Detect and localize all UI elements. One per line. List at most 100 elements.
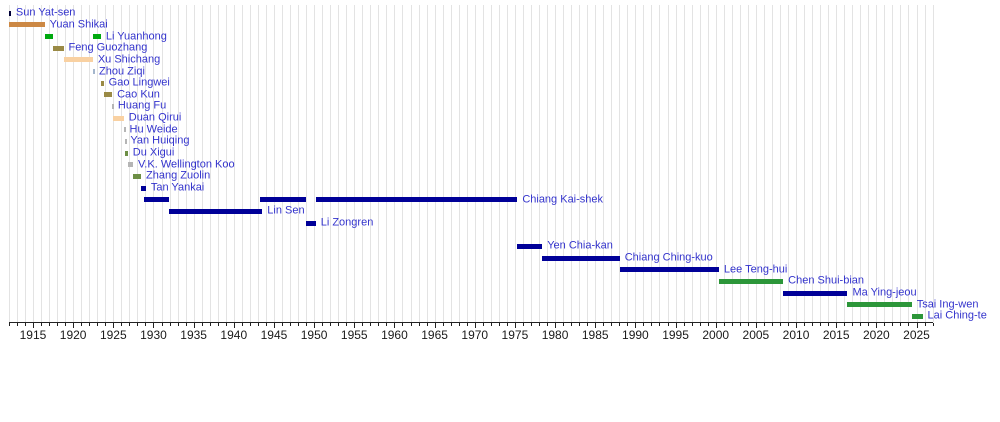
year-gridline xyxy=(852,5,854,322)
minor-tick xyxy=(225,323,227,326)
minor-tick xyxy=(804,323,806,326)
minor-tick xyxy=(402,323,404,326)
minor-tick xyxy=(24,323,26,326)
major-tick xyxy=(675,323,677,328)
minor-tick xyxy=(884,323,886,326)
president-name-label[interactable]: Li Yuanhong xyxy=(105,30,167,43)
major-tick xyxy=(113,323,115,328)
president-name-label[interactable]: Zhou Ziqi xyxy=(99,65,145,77)
president-name-label[interactable]: Lin Sen xyxy=(267,204,305,217)
president-name-label[interactable]: Feng Guozhang xyxy=(68,41,148,54)
year-gridline xyxy=(498,5,500,322)
minor-tick xyxy=(506,323,508,326)
minor-tick xyxy=(547,323,549,326)
year-gridline xyxy=(322,5,324,322)
year-gridline xyxy=(402,5,404,322)
minor-tick xyxy=(209,323,211,326)
president-name-label[interactable]: Du Xigui xyxy=(132,146,175,159)
president-name-label[interactable]: Li Zongren xyxy=(320,216,374,229)
president-name-label[interactable]: Lee Teng-hui xyxy=(723,263,788,276)
year-gridline xyxy=(426,5,428,322)
president-name-label[interactable]: Gao Lingwei xyxy=(108,76,170,89)
minor-tick xyxy=(868,323,870,326)
major-tick xyxy=(314,323,316,328)
president-name-label[interactable]: Chen Shui-bian xyxy=(788,274,865,287)
axis-tick-label: 1930 xyxy=(140,328,167,342)
president-name-label[interactable]: Chiang Kai-shek xyxy=(522,193,604,206)
president-name-label[interactable]: Yuan Shikai xyxy=(49,18,108,31)
minor-tick xyxy=(442,323,444,326)
president-name-label[interactable]: Yan Huiqing xyxy=(130,134,190,147)
year-gridline xyxy=(161,5,163,322)
year-gridline xyxy=(579,5,581,322)
president-name-label[interactable]: Lai Ching-te xyxy=(927,309,987,322)
president-name-label[interactable]: Ma Ying-jeou xyxy=(852,286,917,299)
minor-tick xyxy=(571,323,573,326)
minor-tick xyxy=(41,323,43,326)
minor-tick xyxy=(892,323,894,326)
year-gridline xyxy=(699,5,701,322)
year-gridline xyxy=(667,5,669,322)
year-gridline xyxy=(57,5,59,322)
president-name-label[interactable]: Tsai Ing-wen xyxy=(916,298,979,311)
year-gridline xyxy=(386,5,388,322)
minor-tick xyxy=(611,323,613,326)
year-gridline xyxy=(105,5,107,322)
president-name-label[interactable]: Yen Chia-kan xyxy=(547,239,613,252)
minor-tick xyxy=(89,323,91,326)
year-gridline xyxy=(290,5,292,322)
president-name-label[interactable]: Xu Shichang xyxy=(97,53,161,66)
president-name-label[interactable]: Tan Yankai xyxy=(150,181,205,194)
president-name-label[interactable]: Cao Kun xyxy=(117,88,160,101)
minor-tick xyxy=(619,323,621,326)
axis-tick-label: 1920 xyxy=(59,328,87,342)
year-gridline xyxy=(739,5,741,322)
axis-tick-label: 1970 xyxy=(461,328,489,342)
year-gridline xyxy=(659,5,661,322)
year-gridline xyxy=(137,5,139,322)
minor-tick xyxy=(900,323,902,326)
year-gridline xyxy=(836,5,838,322)
president-name-label[interactable]: Zhang Zuolin xyxy=(146,169,211,182)
year-gridline xyxy=(281,5,283,322)
minor-tick xyxy=(97,323,99,326)
year-gridline xyxy=(113,5,115,322)
year-gridline xyxy=(241,5,243,322)
major-tick xyxy=(434,323,436,328)
year-gridline xyxy=(595,5,597,322)
minor-tick xyxy=(49,323,51,326)
timeline-bar xyxy=(63,57,93,63)
major-tick xyxy=(233,323,235,328)
year-gridline xyxy=(514,5,516,322)
minor-tick xyxy=(683,323,685,326)
year-gridline xyxy=(314,5,316,322)
axis-tick-label: 1925 xyxy=(99,328,127,342)
timeline-bar xyxy=(783,290,848,296)
year-gridline xyxy=(434,5,436,322)
minor-tick xyxy=(177,323,179,326)
president-name-label[interactable]: Hu Weide xyxy=(129,123,178,136)
minor-tick xyxy=(659,323,661,326)
year-gridline xyxy=(820,5,822,322)
year-gridline xyxy=(209,5,211,322)
minor-tick xyxy=(410,323,412,326)
president-name-label[interactable]: Duan Qirui xyxy=(128,111,182,124)
minor-tick xyxy=(169,323,171,326)
minor-tick xyxy=(490,323,492,326)
minor-tick xyxy=(241,323,243,326)
minor-tick xyxy=(145,323,147,326)
minor-tick xyxy=(627,323,629,326)
year-gridline xyxy=(828,5,830,322)
minor-tick xyxy=(788,323,789,326)
president-name-label[interactable]: Huang Fu xyxy=(117,99,167,112)
president-name-label[interactable]: Chiang Ching-kuo xyxy=(624,251,713,264)
minor-tick xyxy=(370,323,372,326)
timeline-bar xyxy=(8,22,45,28)
timeline-bar xyxy=(911,313,923,319)
year-gridline xyxy=(121,5,123,322)
president-name-label[interactable]: Sun Yat-sen xyxy=(15,6,76,19)
year-gridline xyxy=(201,5,203,322)
year-gridline xyxy=(249,5,251,322)
minor-tick xyxy=(771,323,773,326)
president-name-label[interactable]: V.K. Wellington Koo xyxy=(137,158,235,171)
